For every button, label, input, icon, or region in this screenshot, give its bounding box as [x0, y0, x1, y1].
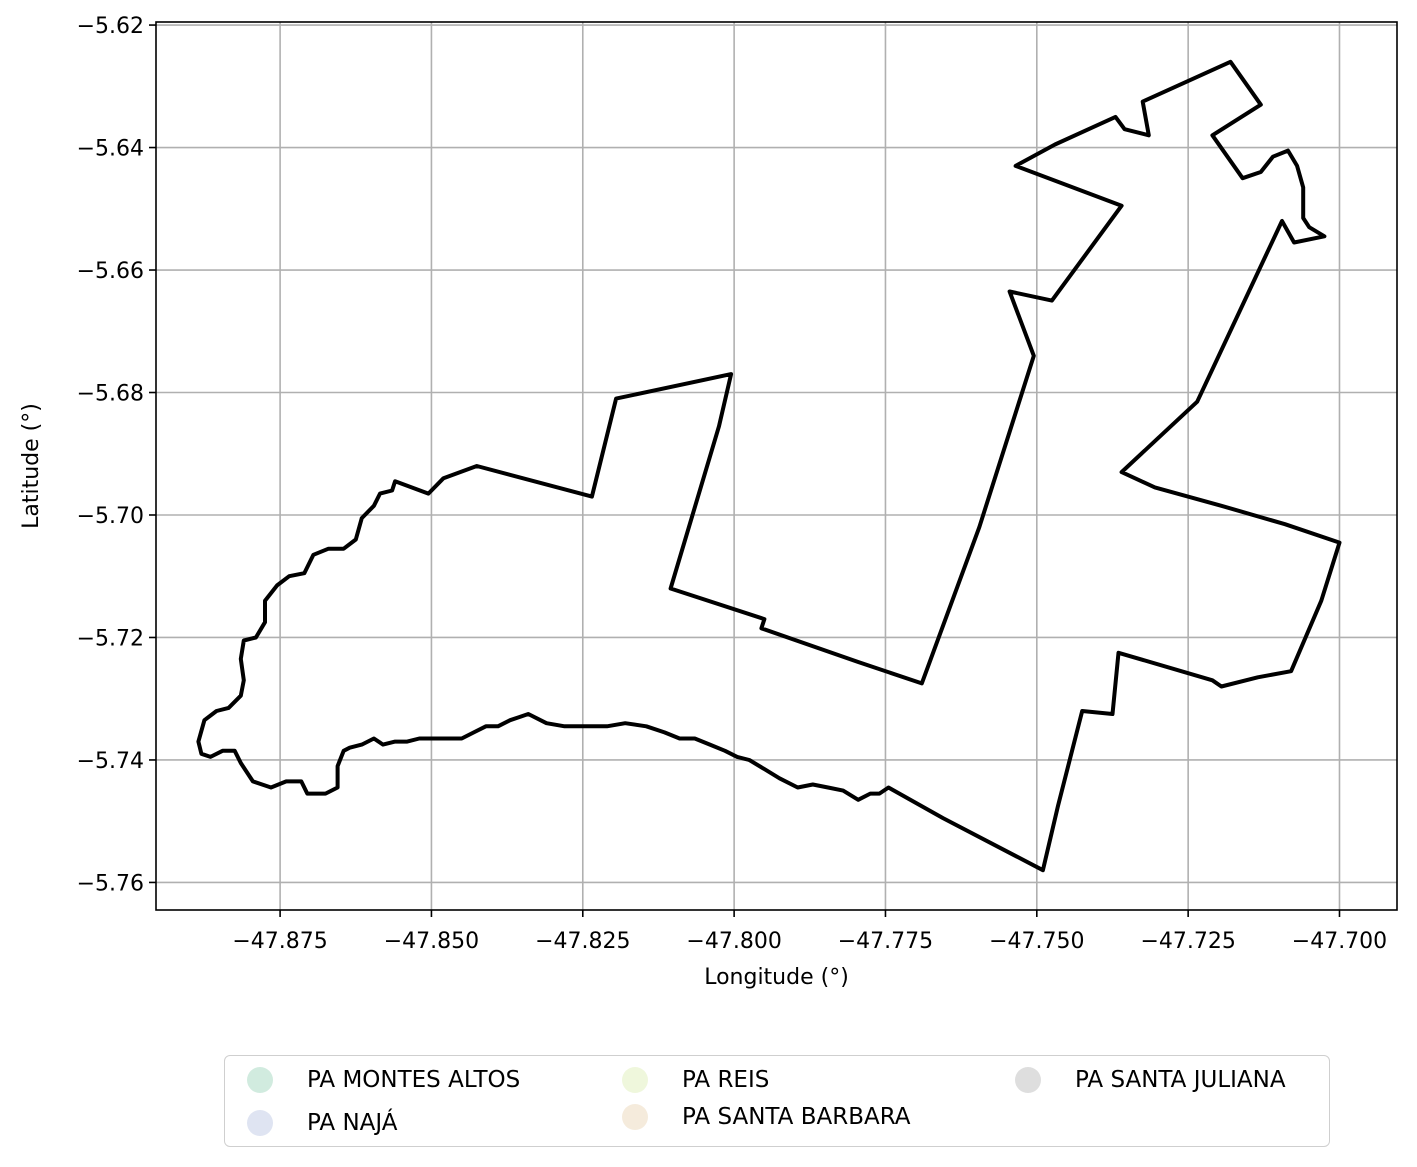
legend-label-naja: PA NAJÁ	[307, 1110, 398, 1136]
y-tick-label: −5.68	[77, 382, 144, 407]
y-tick-label: −5.76	[77, 871, 144, 896]
legend-label-santa-juliana: PA SANTA JULIANA	[1075, 1067, 1286, 1093]
x-tick-label: −47.875	[232, 929, 327, 954]
legend-marker-reis	[622, 1067, 648, 1093]
x-tick-label: −47.800	[686, 929, 781, 954]
y-tick-label: −5.66	[77, 259, 144, 284]
legend-marker-santa-juliana	[1015, 1067, 1041, 1093]
legend-item-montes-altos: PA MONTES ALTOS	[247, 1065, 520, 1095]
legend-item-santa-juliana: PA SANTA JULIANA	[1015, 1065, 1286, 1095]
legend-marker-naja	[247, 1110, 273, 1136]
legend-label-reis: PA REIS	[682, 1067, 770, 1093]
x-tick-label: −47.850	[384, 929, 479, 954]
legend-marker-montes-altos	[247, 1067, 273, 1093]
legend: PA MONTES ALTOS PA NAJÁ PA REIS PA SANTA…	[224, 1055, 1330, 1147]
x-tick-label: −47.725	[1140, 929, 1235, 954]
y-axis-label: Latitude (°)	[19, 403, 44, 529]
legend-label-montes-altos: PA MONTES ALTOS	[307, 1067, 521, 1093]
legend-item-reis: PA REIS	[622, 1065, 769, 1095]
y-tick-label: −5.62	[77, 14, 144, 39]
y-axis-ticks: −5.62 −5.64 −5.66 −5.68 −5.70 −5.72 −5.74 −5.76	[77, 14, 156, 896]
grid-lines	[156, 22, 1397, 910]
legend-label-santa-barbara: PA SANTA BARBARA	[682, 1104, 911, 1130]
legend-marker-santa-barbara	[622, 1104, 648, 1130]
y-tick-label: −5.64	[77, 137, 144, 162]
x-tick-label: −47.700	[1292, 929, 1387, 954]
x-tick-label: −47.750	[989, 929, 1084, 954]
x-axis-ticks: −47.875 −47.850 −47.825 −47.800 −47.775 −47.7…	[232, 910, 1387, 954]
map-plot: −47.875 −47.850 −47.825 −47.800 −47.775 −47.7…	[19, 14, 1398, 990]
legend-item-santa-barbara: PA SANTA BARBARA	[622, 1102, 911, 1132]
x-tick-label: −47.825	[535, 929, 630, 954]
legend-item-naja: PA NAJÁ	[247, 1108, 398, 1138]
map-outline-layer	[196, 59, 1342, 873]
y-tick-label: −5.70	[77, 504, 144, 529]
x-axis-label: Longitude (°)	[704, 965, 849, 990]
settlement-boundary	[196, 59, 1342, 873]
x-tick-label: −47.775	[838, 929, 933, 954]
plot-frame	[155, 21, 1398, 911]
y-tick-label: −5.74	[77, 749, 144, 774]
y-tick-label: −5.72	[77, 626, 144, 651]
